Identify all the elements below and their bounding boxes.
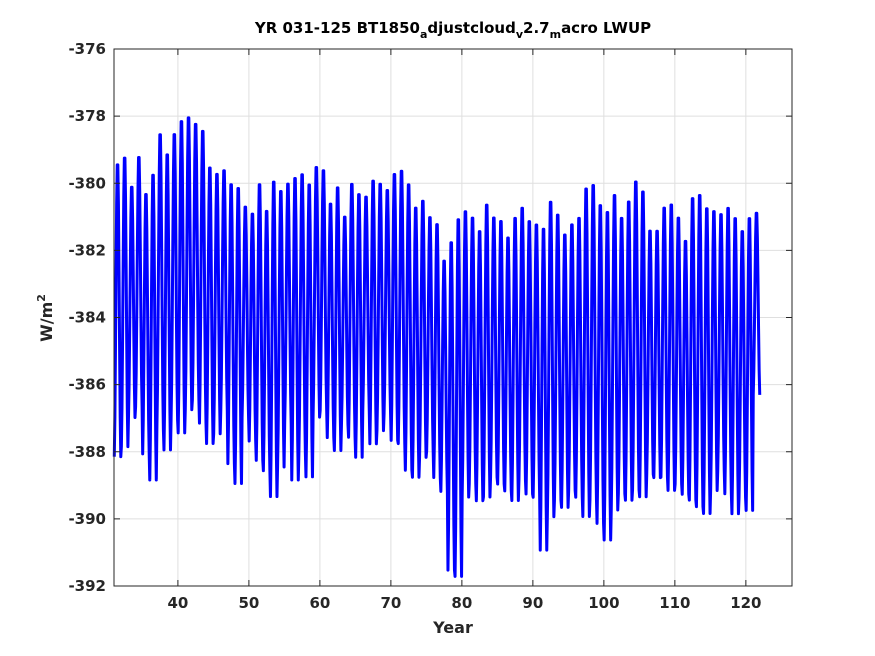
x-tick-label: 70: [380, 594, 401, 612]
title-mid-2: 2.7: [523, 19, 550, 37]
y-axis-label-sup: 2: [35, 294, 48, 302]
x-tick-label: 100: [588, 594, 619, 612]
title-tail: acro LWUP: [561, 19, 651, 37]
y-tick-labels: -376 -378 -380 -382 -384 -386 -388 -390 -392: [68, 40, 106, 595]
title-sub-3: m: [550, 28, 561, 41]
x-tick-label: 50: [238, 594, 259, 612]
y-axis-label-base: W/m: [37, 302, 56, 342]
y-tick-label: -376: [68, 40, 106, 58]
y-tick-label: -384: [68, 309, 106, 327]
y-tick-label: -382: [68, 241, 106, 259]
series-layer: [112, 116, 762, 578]
y-tick-label: -386: [68, 376, 106, 394]
title-mid-1: djustcloud: [427, 19, 515, 37]
y-tick-label: -380: [68, 174, 106, 192]
y-axis-label: W/m2: [35, 294, 56, 342]
x-tick-label: 80: [451, 594, 472, 612]
title-sub-2: v: [516, 28, 524, 41]
x-tick-label: 40: [167, 594, 188, 612]
y-tick-label: -378: [68, 107, 106, 125]
series-line-lwup: [112, 116, 762, 578]
y-tick-label: -388: [68, 443, 106, 461]
title-sub-1: a: [420, 28, 427, 41]
title-main: YR 031-125 BT1850: [254, 19, 420, 37]
y-tick-label: -390: [68, 510, 106, 528]
y-tick-label: -392: [68, 577, 106, 595]
x-tick-label: 110: [659, 594, 690, 612]
x-tick-label: 90: [522, 594, 543, 612]
ticks: [114, 48, 792, 587]
x-tick-labels: 40 50 60 70 80 90 100 110 120: [167, 594, 761, 612]
x-axis-label: Year: [432, 618, 473, 637]
chart-title: YR 031-125 BT1850adjustcloudv2.7macro LW…: [254, 19, 651, 41]
x-tick-label: 120: [730, 594, 761, 612]
x-tick-label: 60: [309, 594, 330, 612]
